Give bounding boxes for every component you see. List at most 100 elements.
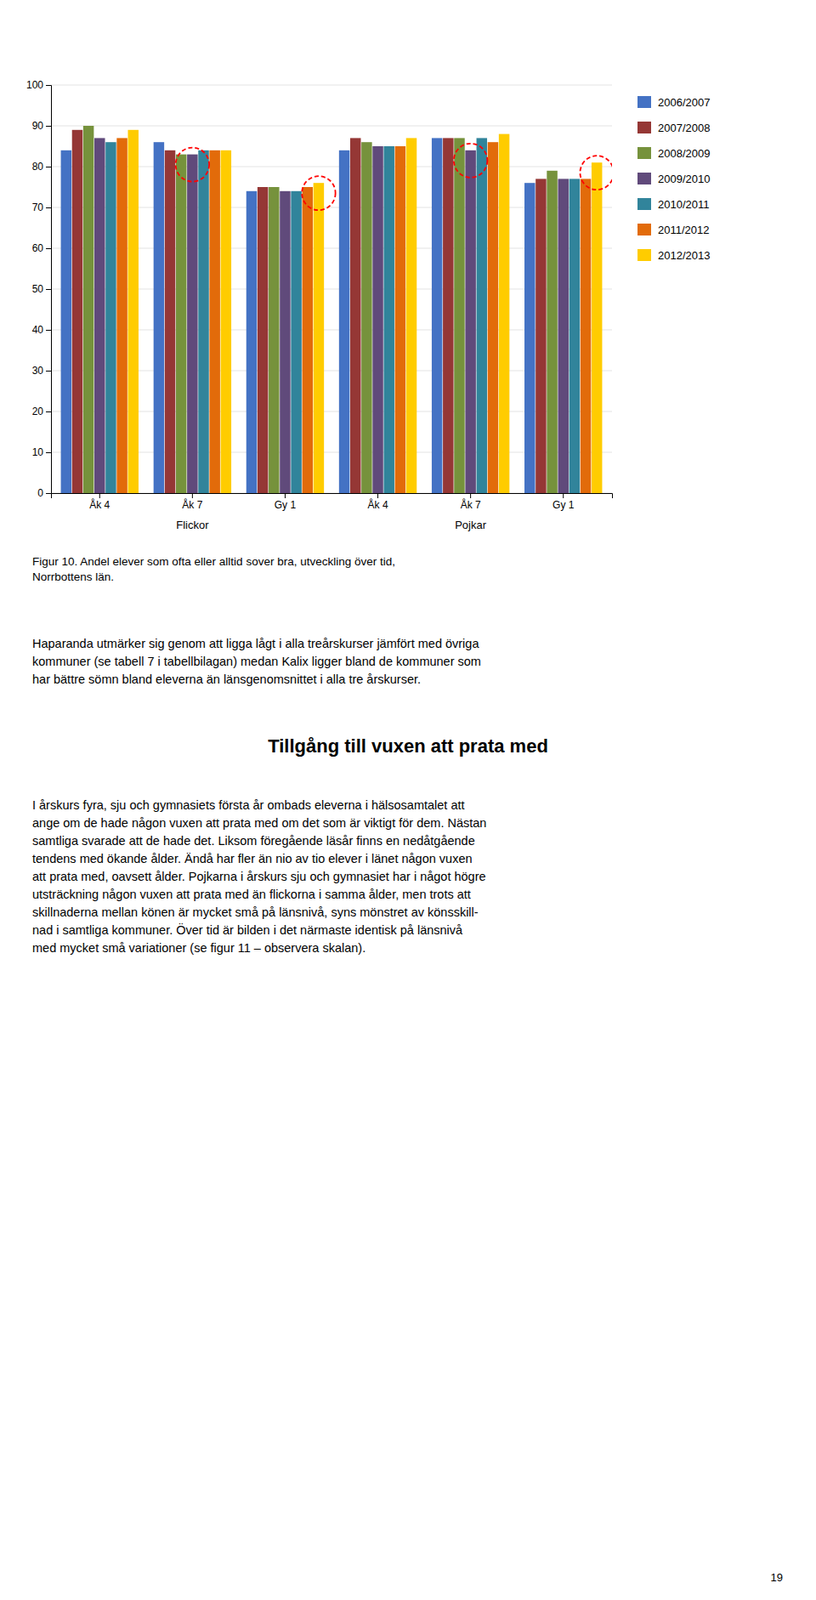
legend-label: 2007/2008 <box>657 121 710 135</box>
y-tick: 80 <box>32 160 51 173</box>
text-line: Figur 10. Andel elever som ofta eller al… <box>32 555 396 568</box>
y-tick-mark <box>45 125 51 127</box>
legend-item: 2011/2012 <box>637 223 710 237</box>
text-line: kommuner (se tabell 7 i tabellbilagan) m… <box>32 654 482 669</box>
legend-swatch <box>637 223 652 236</box>
y-tick-label: 0 <box>37 487 44 499</box>
x-tick-label: Åk 4 <box>89 498 110 511</box>
x-tick-label: Gy 1 <box>552 498 575 511</box>
y-tick-mark <box>45 370 51 372</box>
bar <box>61 150 72 493</box>
x-tick-mark <box>562 493 564 499</box>
text-line: Norrbottens län. <box>32 570 114 584</box>
legend-label: 2011/2012 <box>657 223 710 237</box>
bar <box>580 178 591 493</box>
bar <box>557 178 568 493</box>
x-axis: Åk 4Åk 7Gy 1Åk 4Åk 7Gy 1 <box>51 493 613 511</box>
y-axis: 0 10 20 30 40 50 60 70 80 90 100 <box>26 79 52 499</box>
bar <box>209 150 220 493</box>
y-axis-line <box>45 85 52 494</box>
text-line: utsträckning någon vuxen att prata med ä… <box>32 887 471 901</box>
bar <box>175 154 187 493</box>
y-tick: 10 <box>32 446 51 459</box>
y-tick: 0 <box>37 487 51 499</box>
bar <box>105 141 116 493</box>
y-tick: 20 <box>32 405 51 418</box>
y-tick-label: 50 <box>32 283 45 295</box>
y-tick-label: 80 <box>32 160 45 173</box>
y-tick-mark <box>45 411 51 413</box>
text-line: Tillgång till vuxen att prata med <box>267 735 549 757</box>
bar <box>395 146 406 493</box>
text-line: tendens med ökande ålder. Ändå har fler … <box>32 851 473 866</box>
y-tick-mark <box>45 452 51 454</box>
x-tick-mark <box>377 493 379 499</box>
bar <box>257 187 268 493</box>
x-tick: Åk 4 <box>89 493 110 511</box>
x-tick-mark <box>470 493 471 499</box>
bar <box>524 182 535 493</box>
bar <box>302 187 313 493</box>
highlight-ellipse <box>579 155 612 190</box>
y-tick: 70 <box>32 201 51 214</box>
y-tick-mark <box>45 85 51 86</box>
highlight-ellipse <box>301 175 335 210</box>
y-tick: 90 <box>32 119 51 132</box>
series <box>116 137 591 493</box>
highlight-ellipse <box>175 147 210 182</box>
text-line: ange om de hade någon vuxen att prata me… <box>32 816 487 830</box>
page: 0102030405060708090100Åk 4Åk 7Gy 1Åk 4Åk… <box>0 0 816 1600</box>
bar <box>279 191 290 493</box>
bar <box>498 134 510 493</box>
legend-swatch <box>637 96 652 108</box>
y-tick: 30 <box>32 364 51 377</box>
x-tick-mark <box>192 493 193 499</box>
series <box>127 130 602 493</box>
x-tick-label: Åk 4 <box>368 498 389 511</box>
y-tick-mark <box>45 166 51 168</box>
legend-item: 2010/2011 <box>637 198 710 211</box>
bar <box>313 182 324 493</box>
legend-swatch <box>637 198 652 210</box>
bar <box>453 137 465 493</box>
y-tick: 100 <box>26 79 51 91</box>
legend-item: 2006/2007 <box>637 96 710 109</box>
legend-item: 2009/2010 <box>637 172 710 186</box>
bar <box>339 150 350 493</box>
bar <box>198 150 209 493</box>
bar <box>127 130 138 493</box>
text-line: samtliga svarade att de hade det. Liksom… <box>32 833 476 848</box>
legend-item: 2012/2013 <box>637 249 710 262</box>
bar <box>72 130 83 493</box>
bar <box>406 137 417 493</box>
bars <box>61 125 612 493</box>
text-line: 19 <box>770 1570 783 1584</box>
text-line: nad i samtliga kommuner. Över tid är bil… <box>32 922 464 937</box>
bar <box>153 141 165 493</box>
legend-label: 2009/2010 <box>657 172 710 186</box>
legend-swatch <box>637 249 652 261</box>
x-tick-label: Gy 1 <box>274 498 297 511</box>
y-tick-label: 100 <box>26 79 44 91</box>
bar <box>164 150 176 493</box>
y-tick-label: 40 <box>32 323 45 336</box>
bar <box>535 178 546 493</box>
series <box>83 125 558 493</box>
legend-item: 2007/2008 <box>637 121 710 135</box>
text-line: I årskurs fyra, sju och gymnasiets först… <box>32 798 465 812</box>
bar <box>221 150 232 493</box>
grid-line <box>51 125 612 127</box>
bar <box>487 141 499 493</box>
text-line: att prata med, oavsett ålder. Pojkarna i… <box>32 869 487 884</box>
x-tick-label: Åk 7 <box>181 498 203 511</box>
x-tick: Gy 1 <box>552 493 575 511</box>
y-tick: 60 <box>32 242 51 255</box>
y-tick-label: 70 <box>32 201 45 214</box>
text-line: har bättre sömn bland eleverna än länsge… <box>32 672 421 686</box>
y-tick-label: 10 <box>32 446 45 459</box>
legend-swatch <box>637 121 652 134</box>
bar <box>246 191 257 493</box>
grid-line <box>51 85 612 86</box>
y-tick-mark <box>45 248 51 250</box>
x-tick: Åk 4 <box>368 493 389 511</box>
